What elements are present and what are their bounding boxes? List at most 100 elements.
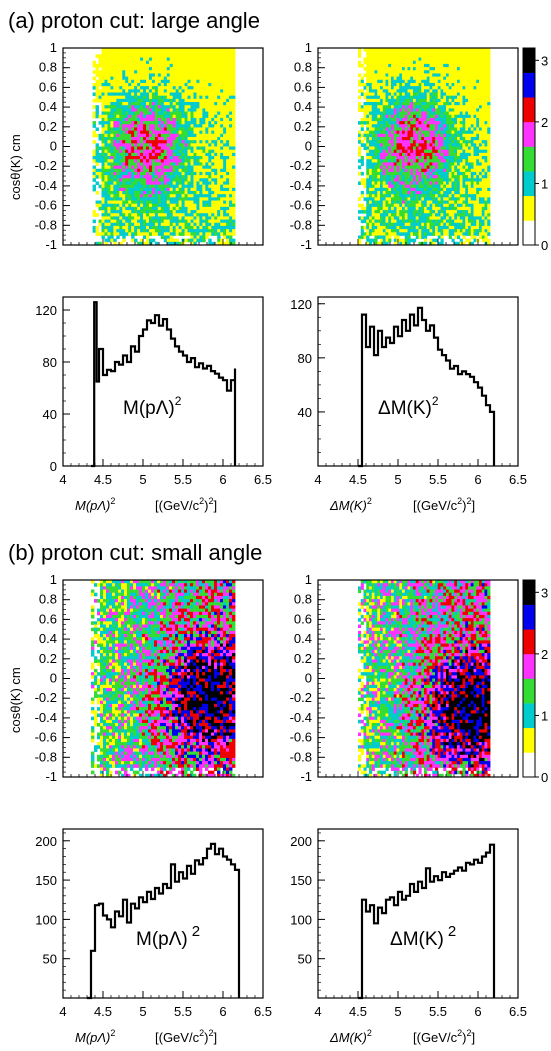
heatmap-cell: [107, 86, 111, 90]
heatmap-cell: [205, 162, 209, 166]
heatmap-cell: [134, 73, 138, 77]
heatmap-cell: [217, 146, 221, 151]
heatmap-cell: [232, 146, 236, 151]
heatmap-cell: [366, 175, 370, 179]
heatmap-cell: [380, 178, 384, 182]
heatmap-cell: [385, 206, 389, 211]
heatmap-cell: [229, 229, 233, 233]
heatmap-cell: [396, 197, 400, 201]
heatmap-cell: [190, 54, 194, 58]
heatmap-cell: [128, 63, 132, 68]
heatmap-cell: [220, 79, 224, 84]
heatmap-cell: [382, 121, 386, 125]
heatmap-cell: [181, 187, 185, 192]
heatmap-cell: [388, 63, 392, 68]
heatmap-cell: [448, 102, 452, 106]
heatmap-cell: [190, 63, 194, 68]
heatmap-cell: [134, 197, 138, 201]
heatmap-cell: [95, 73, 99, 77]
heatmap-cell: [172, 184, 177, 189]
heatmap-cell: [369, 222, 373, 227]
heatmap-cell: [122, 165, 126, 170]
heatmap-cell: [128, 76, 132, 81]
heatmap-cell: [399, 190, 403, 195]
heatmap-cell: [190, 108, 194, 112]
heatmap-cell: [418, 95, 422, 100]
heatmap-cell: [371, 117, 375, 122]
heatmap-cell: [146, 171, 150, 176]
heatmap-cell: [101, 86, 105, 90]
heatmap-cell: [380, 54, 384, 58]
heatmap-cell: [223, 229, 227, 233]
heatmap-cell: [95, 127, 99, 132]
heatmap-cell: [193, 57, 197, 62]
heatmap-cell: [410, 229, 414, 233]
heatmap-cell: [451, 114, 455, 119]
heatmap-cell: [140, 156, 144, 160]
heatmap-cell: [402, 168, 406, 173]
heatmap-cell: [131, 140, 135, 144]
heatmap-cell: [196, 197, 200, 201]
heatmap-cell: [214, 206, 218, 211]
heatmap-cell: [391, 114, 395, 119]
heatmap-cell: [446, 130, 450, 135]
heatmap-cell: [98, 92, 102, 97]
heatmap-cell: [196, 63, 200, 68]
heatmap-cell: [181, 159, 185, 163]
heatmap-cell: [435, 57, 439, 62]
heatmap-cell: [413, 67, 417, 71]
heatmap-cell: [137, 232, 141, 236]
heatmap-cell: [454, 98, 458, 103]
heatmap-cell: [413, 197, 417, 201]
heatmap-cell: [137, 210, 141, 214]
heatmap-cell: [122, 235, 126, 240]
heatmap-cell: [363, 235, 367, 240]
heatmap-cell: [146, 197, 150, 201]
heatmap-cell: [113, 67, 117, 71]
heatmap-cell: [377, 82, 381, 87]
heatmap-cell: [157, 82, 162, 87]
heatmap-cell: [199, 178, 203, 182]
heatmap-cell: [211, 121, 215, 125]
heatmap-cell: [451, 197, 455, 201]
heatmap-cell: [418, 140, 422, 144]
heatmap-cell: [391, 111, 395, 116]
heatmap-cell: [426, 54, 430, 58]
heatmap-cell: [446, 105, 450, 109]
heatmap-cell: [202, 89, 206, 93]
heatmap-cell: [178, 165, 182, 170]
heatmap-cell: [371, 165, 375, 170]
heatmap-cell: [199, 187, 203, 192]
heatmap-cell: [181, 121, 185, 125]
heatmap-cell: [166, 171, 171, 176]
heatmap-cell: [172, 159, 177, 163]
heatmap-cell: [146, 146, 150, 151]
heatmap-cell: [437, 206, 441, 211]
heatmap-cell: [92, 229, 96, 233]
heatmap-cell: [151, 102, 156, 106]
heatmap-cell: [122, 86, 126, 90]
heatmap-cell: [172, 79, 177, 84]
heatmap-cell: [211, 165, 215, 170]
heatmap-cell: [125, 146, 129, 151]
heatmap-cell: [181, 203, 185, 208]
heatmap-cell: [421, 73, 425, 77]
heatmap-cell: [374, 222, 378, 227]
heatmap-cell: [380, 152, 384, 157]
heatmap-cell: [104, 92, 108, 97]
heatmap-cell: [193, 133, 197, 138]
heatmap-cell: [125, 98, 129, 103]
heatmap-cell: [113, 124, 117, 128]
heatmap-cell: [148, 133, 153, 138]
heatmap-cell: [404, 187, 408, 192]
heatmap-cell: [154, 162, 159, 166]
heatmap-cell: [140, 86, 144, 90]
heatmap-cell: [143, 213, 147, 217]
heatmap-cell: [122, 108, 126, 112]
heatmap-cell: [193, 165, 197, 170]
heatmap-cell: [418, 210, 422, 214]
heatmap-cell: [107, 102, 111, 106]
heatmap-cell: [424, 216, 428, 220]
heatmap-cell: [429, 232, 433, 236]
heatmap-cell: [92, 152, 96, 157]
